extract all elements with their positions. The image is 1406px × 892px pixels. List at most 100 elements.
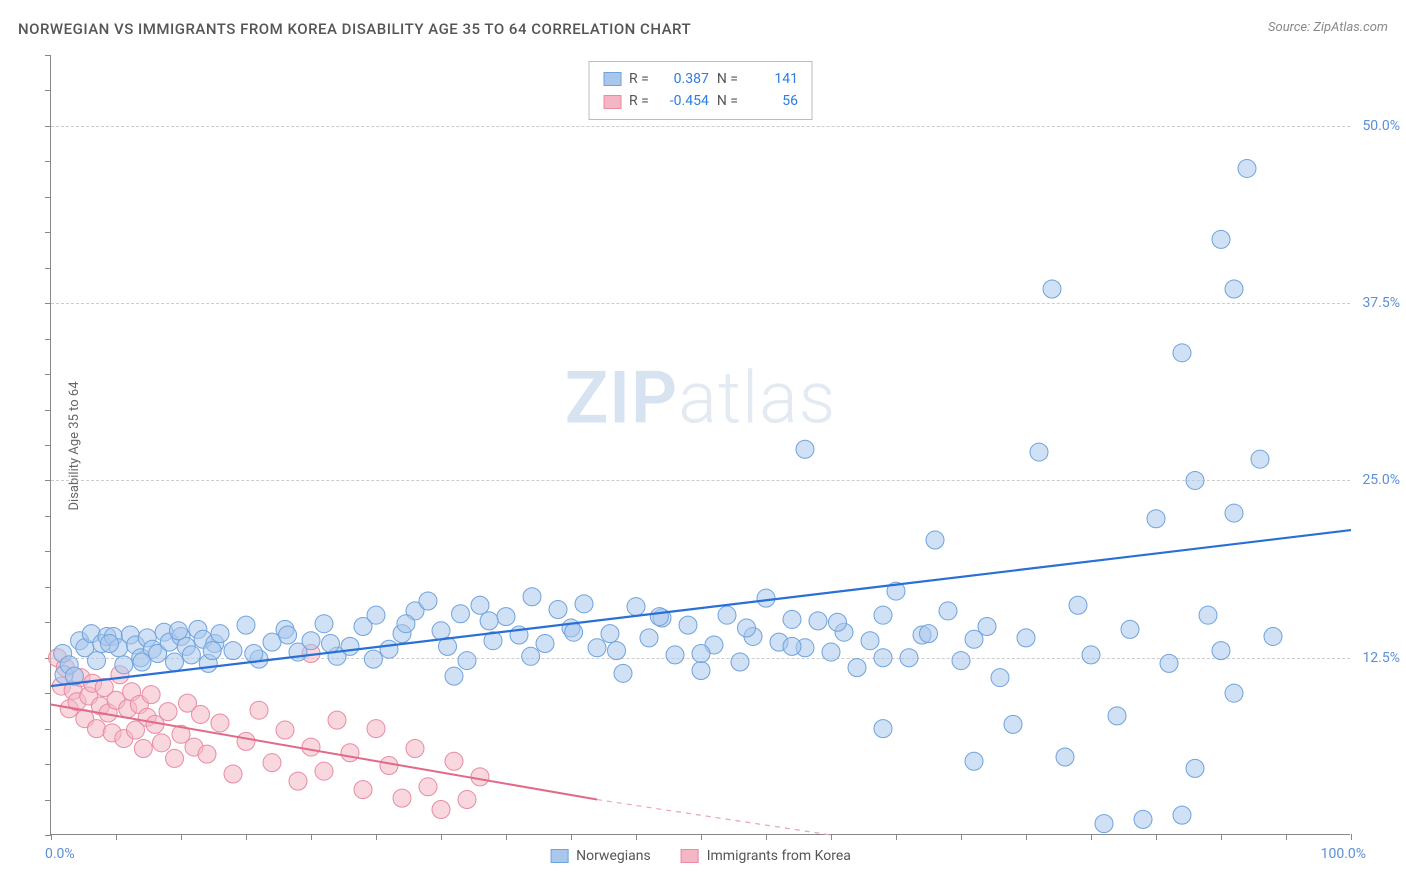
- data-point: [166, 653, 184, 671]
- data-point: [497, 608, 515, 626]
- data-point: [115, 656, 133, 674]
- data-point: [406, 739, 424, 757]
- data-point: [1095, 815, 1113, 833]
- plot-svg: [51, 55, 1350, 834]
- data-point: [783, 637, 801, 655]
- data-point: [523, 588, 541, 606]
- data-point: [1134, 810, 1152, 828]
- r-value: 0.387: [657, 68, 709, 90]
- data-point: [549, 601, 567, 619]
- data-point: [445, 667, 463, 685]
- x-tick: [961, 834, 962, 840]
- data-point: [153, 734, 171, 752]
- data-point: [692, 644, 710, 662]
- data-point: [965, 752, 983, 770]
- data-point: [1264, 627, 1282, 645]
- x-tick: [441, 834, 442, 840]
- data-point: [1147, 510, 1165, 528]
- data-point: [874, 649, 892, 667]
- x-tick: [636, 834, 637, 840]
- data-point: [731, 653, 749, 671]
- data-point: [757, 589, 775, 607]
- x-tick: [1286, 834, 1287, 840]
- data-point: [159, 703, 177, 721]
- data-point: [1173, 806, 1191, 824]
- data-point: [1069, 596, 1087, 614]
- data-point: [920, 625, 938, 643]
- data-point: [1225, 504, 1243, 522]
- data-point: [480, 612, 498, 630]
- data-point: [279, 626, 297, 644]
- data-point: [224, 765, 242, 783]
- r-label: R =: [629, 68, 649, 90]
- swatch-icon: [603, 72, 621, 86]
- data-point: [471, 768, 489, 786]
- y-tick-label: 37.5%: [1362, 295, 1400, 311]
- data-point: [393, 789, 411, 807]
- legend: Norwegians Immigrants from Korea: [550, 848, 851, 864]
- data-point: [1212, 642, 1230, 660]
- n-value: 56: [746, 90, 798, 112]
- data-point: [1121, 620, 1139, 638]
- data-point: [588, 639, 606, 657]
- data-point: [1017, 629, 1035, 647]
- chart-title: NORWEGIAN VS IMMIGRANTS FROM KOREA DISAB…: [18, 20, 691, 38]
- x-tick-left: 0.0%: [45, 846, 75, 862]
- data-point: [134, 739, 152, 757]
- x-tick: [506, 834, 507, 840]
- data-point: [276, 721, 294, 739]
- data-point: [182, 646, 200, 664]
- data-point: [1225, 684, 1243, 702]
- data-point: [874, 606, 892, 624]
- data-point: [991, 669, 1009, 687]
- data-point: [666, 646, 684, 664]
- data-point: [640, 629, 658, 647]
- x-tick: [1091, 834, 1092, 840]
- stats-row: R = 0.387 N = 141: [603, 68, 798, 90]
- x-tick: [311, 834, 312, 840]
- x-tick: [246, 834, 247, 840]
- data-point: [192, 705, 210, 723]
- data-point: [458, 791, 476, 809]
- data-point: [1082, 646, 1100, 664]
- x-tick: [571, 834, 572, 840]
- data-point: [224, 642, 242, 660]
- x-tick: [1156, 834, 1157, 840]
- data-point: [822, 643, 840, 661]
- x-tick: [896, 834, 897, 840]
- data-point: [565, 623, 583, 641]
- data-point: [367, 720, 385, 738]
- data-point: [522, 647, 540, 665]
- data-point: [211, 714, 229, 732]
- data-point: [322, 635, 340, 653]
- x-tick: [181, 834, 182, 840]
- data-point: [419, 592, 437, 610]
- data-point: [302, 632, 320, 650]
- data-point: [263, 754, 281, 772]
- scatter-chart: ZIPatlas R = 0.387 N = 141 R = -0.454 N …: [50, 55, 1350, 835]
- data-point: [289, 772, 307, 790]
- data-point: [354, 781, 372, 799]
- data-point: [1004, 715, 1022, 733]
- data-point: [692, 661, 710, 679]
- data-point: [302, 738, 320, 756]
- data-point: [861, 632, 879, 650]
- data-point: [965, 630, 983, 648]
- data-point: [380, 640, 398, 658]
- data-point: [1160, 654, 1178, 672]
- x-tick: [831, 834, 832, 840]
- chart-header: NORWEGIAN VS IMMIGRANTS FROM KOREA DISAB…: [18, 20, 1388, 38]
- x-tick: [116, 834, 117, 840]
- data-point: [142, 686, 160, 704]
- x-tick: [1221, 834, 1222, 840]
- correlation-stats-box: R = 0.387 N = 141 R = -0.454 N = 56: [588, 61, 813, 120]
- data-point: [245, 644, 263, 662]
- data-point: [848, 659, 866, 677]
- data-point: [432, 800, 450, 818]
- trendline-korea-extrapolated: [597, 800, 831, 835]
- data-point: [250, 701, 268, 719]
- data-point: [133, 653, 151, 671]
- data-point: [1212, 230, 1230, 248]
- data-point: [874, 720, 892, 738]
- y-tick: [45, 835, 51, 836]
